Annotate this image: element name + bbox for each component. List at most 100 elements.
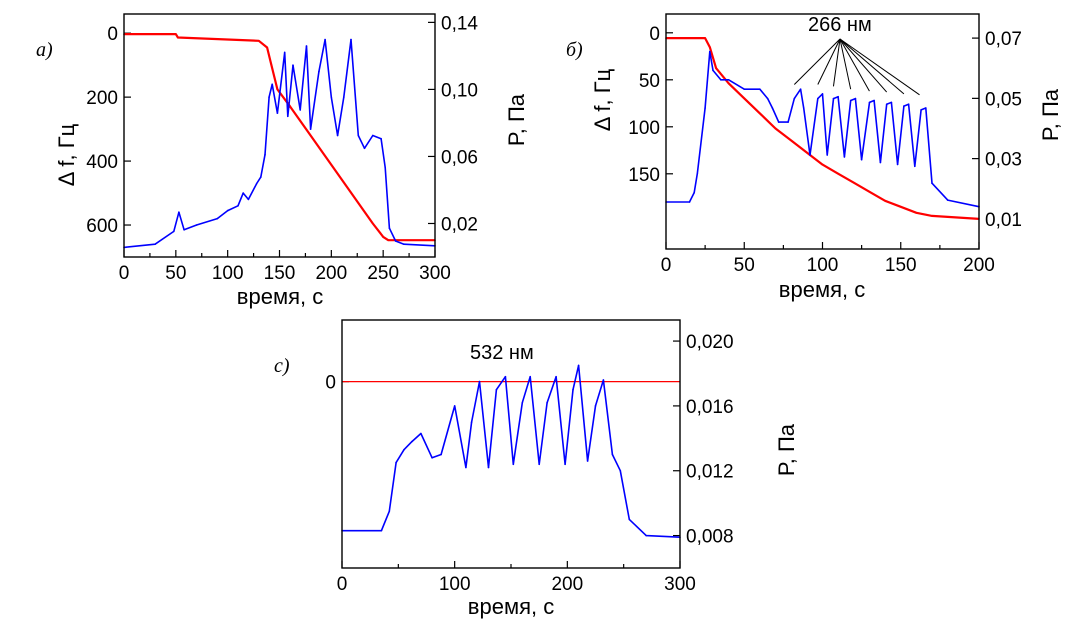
data-point-a-0 [177, 36, 179, 39]
data-point-b-1 [903, 105, 905, 107]
y-axis-label-right-a: P, Па [504, 93, 529, 146]
data-point-b-1 [826, 154, 828, 156]
data-point-b-0 [709, 46, 711, 48]
data-point-a-1 [276, 112, 279, 114]
y-left-tick-label: 0 [325, 373, 336, 394]
data-point-b-1 [759, 88, 761, 90]
annotation-leader-line [839, 38, 888, 93]
y-right-tick-label: 0,016 [686, 397, 734, 418]
data-point-a-1 [318, 70, 320, 73]
data-point-b-0 [931, 215, 933, 217]
data-point-c-0 [504, 375, 507, 378]
data-point-c-0 [487, 466, 490, 469]
x-tick-label: 50 [165, 263, 186, 284]
data-point-b-1 [885, 103, 888, 105]
data-point-c-0 [388, 510, 391, 513]
series-b [665, 36, 980, 220]
data-point-c-0 [529, 375, 531, 378]
data-point-c-0 [586, 460, 589, 462]
data-point-a-0 [175, 33, 177, 35]
y-left-tick-label: 0 [649, 24, 660, 45]
data-point-a-0 [330, 164, 333, 166]
data-point-c-0 [645, 534, 647, 537]
data-point-c-0 [470, 421, 473, 423]
data-point-b-1 [766, 97, 769, 100]
x-tick-label: 0 [661, 255, 672, 276]
x-axis-label-c: время, с [468, 594, 554, 619]
data-point-a-1 [271, 83, 274, 86]
x-axis-label-a: время, с [237, 284, 323, 309]
data-point-a-1 [403, 243, 405, 245]
x-tick-label: 0 [337, 574, 348, 595]
ticks-a: 0 50 100 150 200 250 300 0 200 400 600 0,14 0,10 0,06… [86, 13, 478, 284]
data-point-a-1 [178, 211, 180, 213]
data-point-b-1 [743, 88, 746, 90]
data-point-a-1 [299, 109, 302, 111]
data-point-a-1 [350, 38, 352, 41]
data-point-c-0 [602, 379, 605, 381]
series-line-c-0 [342, 364, 681, 538]
x-tick-label: 100 [807, 255, 839, 276]
data-point-a-1 [357, 134, 360, 137]
data-point-b-1 [879, 161, 882, 164]
y-right-tick-label: 0,02 [441, 214, 478, 235]
ticks-c: 0 100 200 300 0 0,020 0,016 0,012 0,008 [325, 332, 733, 595]
data-point-c-0 [478, 380, 481, 383]
annotation-266nm: 266 нм [808, 14, 872, 36]
data-point-b-1 [837, 95, 839, 98]
data-point-c-0 [572, 388, 574, 391]
data-point-b-0 [790, 139, 792, 142]
y-axis-label-right-b: P, Па [1038, 88, 1063, 141]
data-point-b-0 [915, 212, 918, 214]
x-tick-label: 250 [367, 263, 399, 284]
data-point-b-1 [696, 173, 699, 175]
data-point-b-1 [712, 69, 714, 72]
y-right-tick-label: 0,03 [985, 150, 1022, 171]
data-point-c-0 [512, 463, 515, 466]
plot-frame-b [665, 13, 980, 250]
data-point-a-1 [372, 134, 374, 137]
data-point-a-1 [388, 227, 391, 229]
annotation-leader-line [793, 38, 841, 85]
data-point-b-0 [727, 82, 730, 85]
y-right-tick-label: 0,06 [441, 147, 478, 168]
data-point-a-1 [242, 192, 244, 194]
data-point-c-0 [431, 457, 433, 459]
plot-frame-c [341, 319, 681, 569]
y-left-tick-label: 150 [628, 165, 660, 186]
data-point-b-0 [900, 206, 902, 208]
data-point-a-1 [384, 166, 387, 169]
data-point-b-1 [777, 121, 780, 123]
data-point-a-0 [372, 222, 374, 225]
data-point-a-1 [183, 229, 185, 231]
annotation-leader-line [839, 38, 905, 95]
y-right-tick-label: 0,14 [441, 13, 478, 34]
data-point-b-1 [704, 107, 706, 109]
x-tick-label: 300 [664, 574, 696, 595]
data-point-b-1 [896, 163, 899, 166]
data-point-b-0 [837, 172, 839, 175]
annotation-arrows-b [793, 38, 920, 96]
data-point-b-0 [774, 127, 777, 130]
annotation-leader-line [817, 38, 841, 85]
data-point-b-1 [720, 79, 722, 81]
data-point-b-1 [809, 154, 811, 156]
data-point-a-1 [343, 96, 345, 98]
y-left-tick-label: 200 [86, 88, 118, 109]
data-point-b-1 [914, 165, 916, 168]
data-point-b-0 [806, 151, 808, 154]
data-point-a-1 [154, 243, 156, 245]
series-a [123, 32, 436, 249]
y-axis-label-left-b: Δ f, Гц [590, 68, 615, 131]
x-tick-label: 50 [734, 255, 755, 276]
data-point-b-0 [821, 163, 824, 166]
data-point-b-0 [884, 200, 886, 202]
series-c [341, 364, 681, 538]
data-point-a-1 [268, 96, 270, 98]
data-point-b-0 [853, 181, 855, 184]
data-point-a-0 [387, 239, 390, 241]
data-point-b-1 [793, 97, 796, 100]
data-point-a-0 [276, 88, 279, 91]
data-point-b-1 [907, 103, 910, 105]
